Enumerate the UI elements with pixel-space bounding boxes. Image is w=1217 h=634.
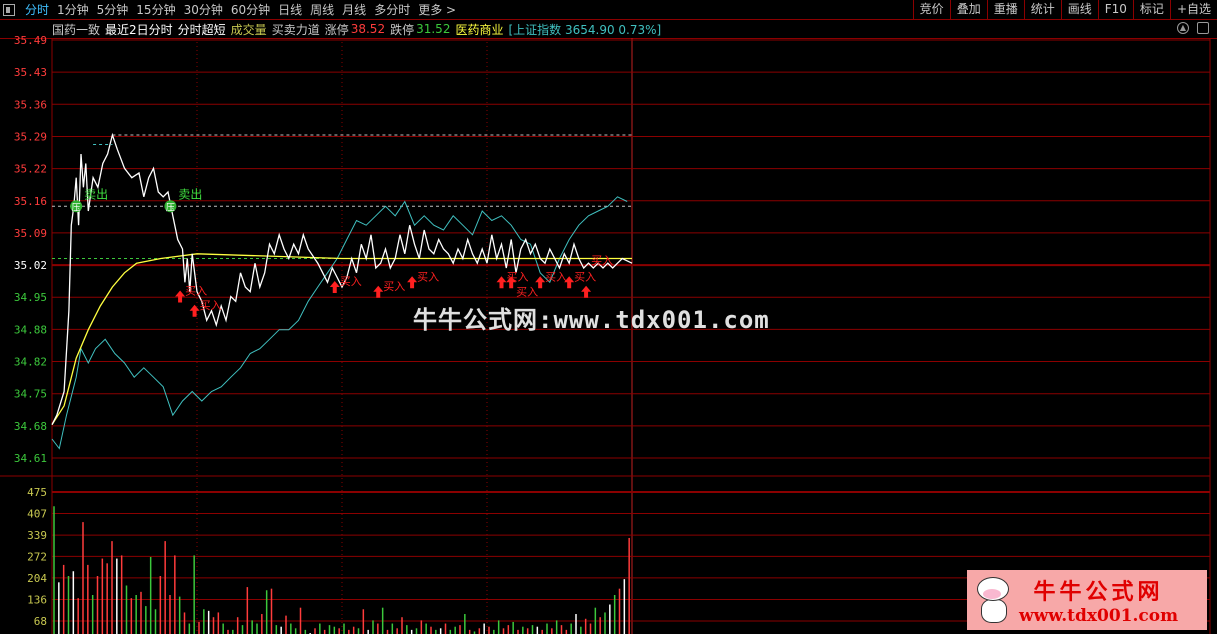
buy-arrow-icon <box>506 276 517 289</box>
toolbar-right-buttons: 竞价 叠加 重播 统计 画线 F10 标记 +自选 <box>912 0 1217 19</box>
info-bar-icons: ▲ <box>1177 22 1209 34</box>
buy-arrow-icon <box>373 285 384 298</box>
pressure-marker-icon <box>164 200 177 213</box>
logo-url: www.tdx001.com <box>1019 606 1179 626</box>
period-tab[interactable]: 30分钟 <box>183 3 223 17</box>
toolbar-button[interactable]: 叠加 <box>949 0 987 19</box>
period-tab[interactable]: 多分时 <box>374 3 411 17</box>
pressure-marker-icon <box>70 200 83 213</box>
watermark: 牛牛公式网:www.tdx001.com <box>413 306 770 334</box>
buy-arrow-icon <box>329 281 340 293</box>
price-tick-label: 35.09 <box>14 227 47 240</box>
toolbar-button[interactable]: 重播 <box>986 0 1024 19</box>
power-indicator-label[interactable]: 买卖力道 <box>271 22 320 37</box>
period-tab-list: 分时 1分钟 5分钟 15分钟 30分钟 60分钟 日线 周线 月线 多分时 更多 > <box>21 1 460 18</box>
pressure-tag: 压 <box>72 202 81 213</box>
period-tab[interactable]: 周线 <box>310 3 335 17</box>
sector-link[interactable]: 医药商业 <box>455 22 504 37</box>
buy-arrow-icon <box>564 276 575 289</box>
logo-text: 牛牛公式网 www.tdx001.com <box>1019 574 1178 626</box>
limit-up-value: 38.52 <box>350 22 386 36</box>
toolbar-button[interactable]: 竞价 <box>912 0 950 19</box>
period-tab[interactable]: 60分钟 <box>230 3 271 17</box>
side-panel-icon[interactable] <box>1197 22 1209 34</box>
average-price-line <box>51 253 632 426</box>
buy-signal-label: 买入 <box>185 285 207 298</box>
short-term-button[interactable]: 分时超短 <box>177 22 226 37</box>
period-tab[interactable]: 更多 > <box>418 3 457 17</box>
buy-arrow-icon <box>581 285 592 298</box>
sell-signal-label: 卖出 <box>178 187 202 201</box>
price-tick-label: 35.29 <box>14 130 47 143</box>
period-tab[interactable]: 5分钟 <box>96 3 129 17</box>
period-tab[interactable]: 分时 <box>25 3 50 17</box>
period-tab[interactable]: 月线 <box>342 3 367 17</box>
top-toolbar: 分时 1分钟 5分钟 15分钟 30分钟 60分钟 日线 周线 月线 多分时 更多 > 竞价 叠加 重播… <box>0 0 1217 20</box>
price-tick-label: 34.75 <box>14 388 47 401</box>
sell-signal-label: 卖出 <box>84 187 108 201</box>
buy-signal-label: 买入 <box>383 280 405 293</box>
info-bar: 国药一致 最近2日分时 分时超短 成交量 买卖力道 涨停 38.52 跌停 31… <box>0 20 1217 39</box>
price-tick-label: 34.82 <box>14 356 47 369</box>
price-line <box>51 132 633 425</box>
limit-up-label: 涨停 <box>324 22 349 37</box>
buy-arrow-icon <box>189 304 200 317</box>
period-tab[interactable]: 15分钟 <box>136 3 176 17</box>
price-tick-label: 35.43 <box>14 66 47 79</box>
price-tick-label: 35.22 <box>14 163 47 176</box>
volume-indicator-label[interactable]: 成交量 <box>230 22 267 37</box>
buy-arrow-icon <box>496 276 507 289</box>
buy-signal-label: 买入 <box>417 270 439 283</box>
toolbar-button[interactable]: 统计 <box>1023 0 1061 19</box>
limit-down-label: 跌停 <box>390 22 415 37</box>
buy-signal-label: 买入 <box>545 270 567 283</box>
volume-tick-label: 272 <box>27 550 47 563</box>
price-tick-label: 34.95 <box>14 291 47 304</box>
recent-2day-button[interactable]: 最近2日分时 <box>105 22 173 37</box>
buy-arrow-icon <box>175 290 186 303</box>
buy-signal-label: 买入 <box>200 299 222 312</box>
period-tab[interactable]: 1分钟 <box>57 3 89 17</box>
price-tick-label: 35.49 <box>14 34 47 47</box>
price-tick-label: 34.88 <box>14 323 47 336</box>
buy-signal-label: 买入 <box>574 270 596 283</box>
volume-tick-label: 475 <box>27 486 47 499</box>
buy-arrow-icon <box>535 276 546 289</box>
toolbar-button[interactable]: 画线 <box>1060 0 1098 19</box>
price-tick-label: 35.02 <box>14 259 47 272</box>
buy-signal-label: 买入 <box>591 254 613 267</box>
pressure-tag: 压 <box>166 202 175 213</box>
period-tabs: 分时 1分钟 5分钟 15分钟 30分钟 60分钟 日线 周线 月线 多分时 更多 > <box>0 0 460 19</box>
up-arrow-icon[interactable]: ▲ <box>1177 22 1189 34</box>
logo-name: 牛牛公式网 <box>1033 580 1164 605</box>
toolbar-button[interactable]: +自选 <box>1169 0 1217 19</box>
site-logo: 牛牛公式网 www.tdx001.com <box>967 570 1207 630</box>
index-readout[interactable]: [上证指数 3654.90 0.73%] <box>508 22 662 37</box>
panel-toggle-icon[interactable] <box>3 3 15 16</box>
toolbar-button[interactable]: 标记 <box>1132 0 1170 19</box>
price-tick-label: 35.36 <box>14 98 47 111</box>
volume-tick-label: 68 <box>34 615 47 628</box>
volume-tick-label: 204 <box>27 572 47 585</box>
limit-down-value: 31.52 <box>416 22 451 36</box>
volume-tick-label: 136 <box>27 593 47 606</box>
price-tick-label: 35.16 <box>14 195 47 208</box>
toolbar-button[interactable]: F10 <box>1097 0 1133 19</box>
index-line <box>51 196 628 450</box>
volume-tick-label: 407 <box>27 508 47 521</box>
buy-arrow-icon <box>407 276 418 289</box>
buy-signal-label: 买入 <box>340 275 362 288</box>
price-tick-label: 34.61 <box>14 452 47 465</box>
period-tab[interactable]: 日线 <box>278 3 303 17</box>
price-tick-label: 34.68 <box>14 420 47 433</box>
stock-name: 国药一致 <box>52 22 101 37</box>
cow-mascot-icon <box>973 575 1013 625</box>
volume-tick-label: 339 <box>27 529 47 542</box>
buy-signal-label: 买入 <box>516 285 538 298</box>
